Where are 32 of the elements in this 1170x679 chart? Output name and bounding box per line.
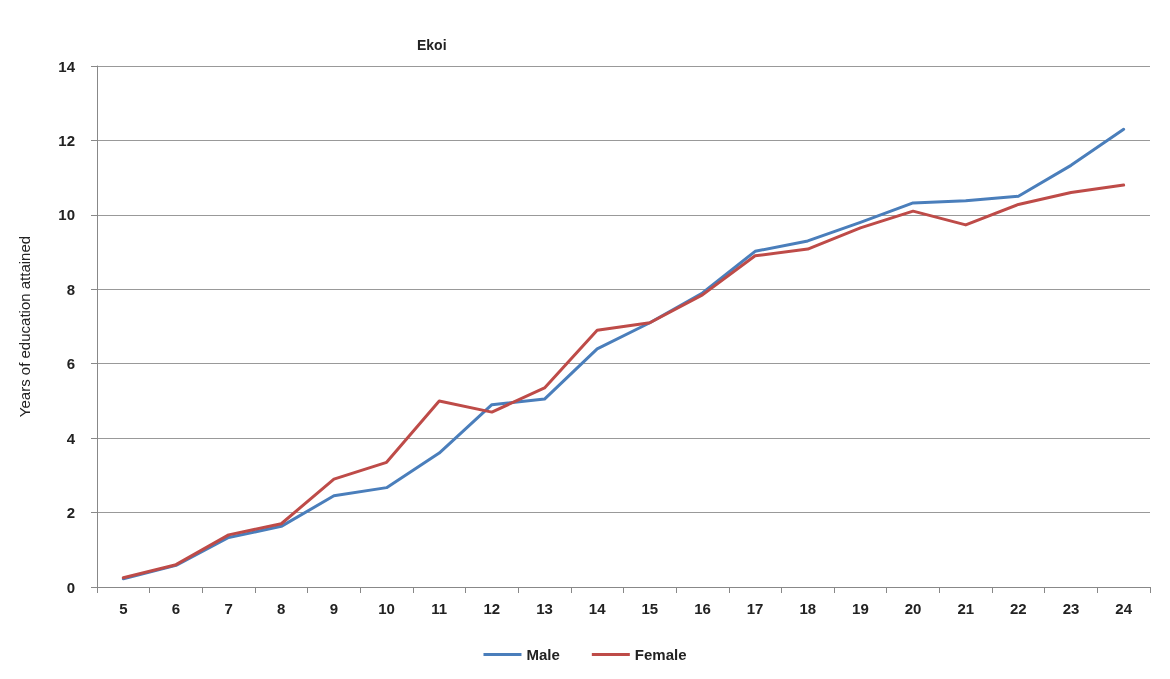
y-tick-label: 14 bbox=[58, 57, 76, 75]
x-tick-label: 17 bbox=[746, 600, 764, 617]
x-tick-label: 13 bbox=[536, 600, 553, 617]
x-tick-label: 6 bbox=[171, 600, 181, 617]
x-tick-label: 23 bbox=[1062, 600, 1080, 617]
x-tick-label: 10 bbox=[378, 600, 395, 617]
x-tick-label: 11 bbox=[431, 600, 448, 617]
y-tick-label: 0 bbox=[66, 578, 75, 596]
x-tick-label: 7 bbox=[224, 600, 233, 617]
x-tick-label: 5 bbox=[119, 600, 128, 617]
x-tick-label: 12 bbox=[483, 600, 501, 617]
legend-label: Male bbox=[526, 646, 560, 663]
x-tick-label: 9 bbox=[329, 600, 339, 617]
y-tick-label: 2 bbox=[66, 504, 75, 522]
chart-title: Ekoi bbox=[417, 37, 447, 53]
x-tick-label: 18 bbox=[799, 600, 817, 617]
x-tick-label: 21 bbox=[957, 600, 975, 617]
x-tick-label: 8 bbox=[277, 600, 286, 617]
y-tick-label: 4 bbox=[66, 429, 76, 447]
x-tick-label: 22 bbox=[1010, 600, 1027, 617]
legend-label: Female bbox=[634, 646, 687, 663]
x-tick-label: 14 bbox=[588, 600, 607, 617]
x-tick-label: 19 bbox=[852, 600, 869, 617]
y-tick-label: 10 bbox=[58, 206, 75, 224]
y-tick-label: 12 bbox=[58, 131, 75, 149]
y-tick-label: 8 bbox=[66, 280, 75, 298]
y-axis-title: Years of education attained bbox=[16, 235, 33, 418]
y-tick-label: 6 bbox=[66, 355, 75, 373]
x-tick-label: 16 bbox=[694, 600, 711, 617]
x-tick-label: 20 bbox=[904, 600, 922, 617]
x-tick-label: 24 bbox=[1115, 600, 1133, 617]
x-tick-label: 15 bbox=[641, 600, 659, 617]
